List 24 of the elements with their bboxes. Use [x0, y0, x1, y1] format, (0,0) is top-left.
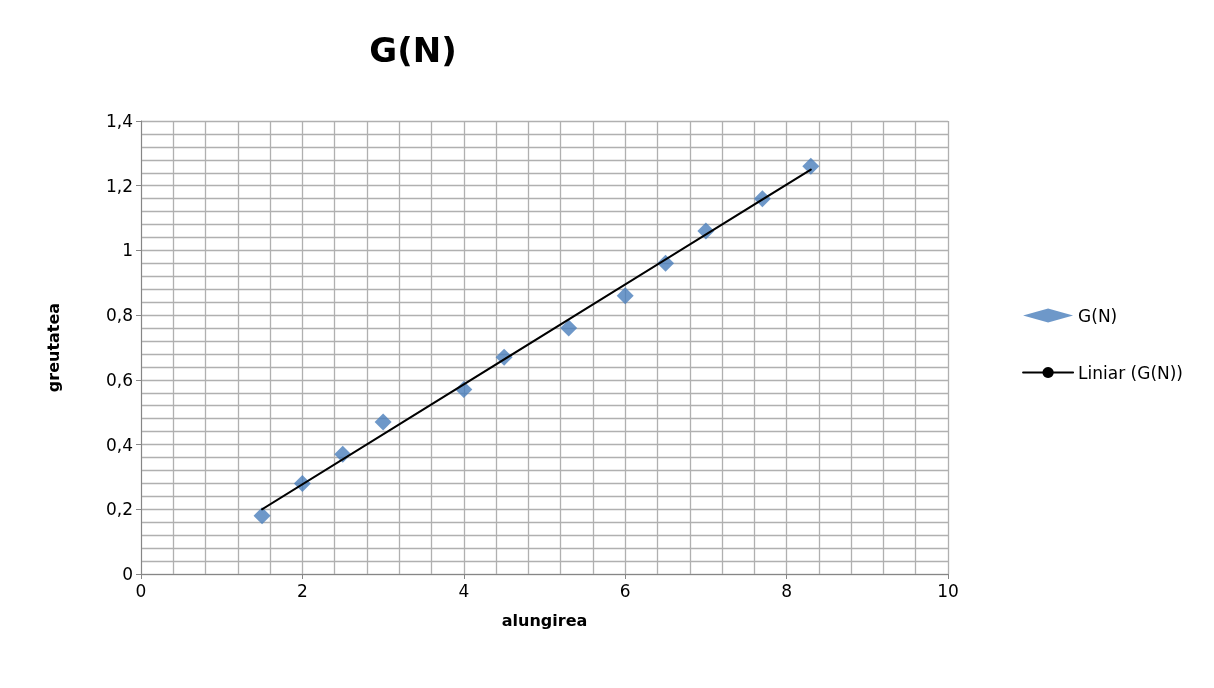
legend-label: Liniar (G(N))	[1078, 362, 1183, 383]
point	[616, 287, 634, 305]
chart-title: G(N)	[369, 30, 457, 70]
x-axis-title: alungirea	[501, 610, 588, 630]
point	[253, 507, 271, 525]
y-tick-label: 0,6	[105, 369, 133, 390]
y-tick-label: 1,2	[105, 175, 133, 196]
y-tick-label: 1	[122, 240, 133, 261]
point	[374, 413, 392, 431]
x-tick-label: 8	[781, 580, 793, 601]
x-tick-label: 10	[937, 580, 959, 601]
x-tick-label: 0	[135, 580, 147, 601]
x-tick-label: 2	[296, 580, 308, 601]
y-tick-label: 1,4	[105, 111, 133, 131]
point	[560, 319, 578, 337]
y-tick-label: 0	[122, 564, 133, 584]
legend-label: G(N)	[1078, 305, 1118, 326]
y-tick-label: 0,8	[105, 305, 133, 326]
x-tick-label: 4	[458, 580, 470, 601]
y-tick-label: 0,2	[105, 499, 133, 520]
point	[802, 157, 820, 175]
x-tick-label: 6	[619, 580, 631, 601]
y-axis-title: greutatea	[43, 302, 63, 393]
y-tick-label: 0,4	[105, 434, 133, 455]
